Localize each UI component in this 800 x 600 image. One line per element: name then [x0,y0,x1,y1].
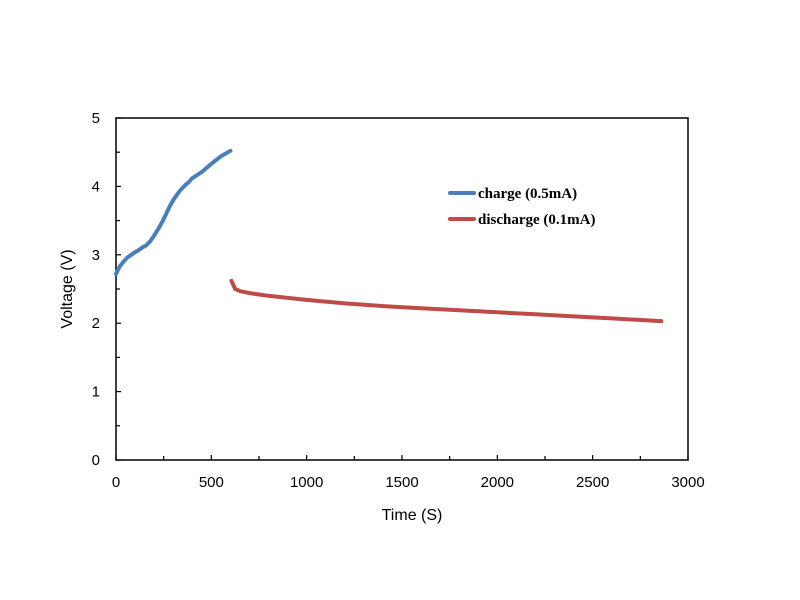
series-line-discharge [229,278,664,324]
axis-ticks [115,117,689,461]
x-tick-labels: 0 500 1000 1500 2000 2500 3000 [112,474,705,491]
y-tick-label: 4 [92,178,100,195]
y-axis-title: Voltage (V) [59,249,76,328]
legend-label-discharge: discharge (0.1mA) [478,212,595,228]
x-tick-label: 2000 [481,474,514,491]
x-axis-title: Time (S) [382,507,443,524]
y-tick-label: 0 [92,452,100,469]
legend-label-charge: charge (0.5mA) [478,186,577,202]
y-tick-label: 5 [92,110,100,127]
y-tick-labels: 0 1 2 3 4 5 [92,110,100,469]
y-tick-label: 2 [92,315,100,332]
y-tick-label: 3 [92,247,100,264]
x-tick-label: 1500 [385,474,418,491]
y-tick-label: 1 [92,384,100,401]
x-tick-label: 2500 [576,474,609,491]
x-tick-label: 3000 [671,474,704,491]
x-tick-label: 1000 [290,474,323,491]
series-line-charge [114,148,233,276]
x-tick-label: 0 [112,474,120,491]
legend: charge (0.5mA) discharge (0.1mA) [448,186,595,228]
series-lines [114,148,664,324]
plot-area [115,117,689,461]
x-tick-label: 500 [199,474,224,491]
